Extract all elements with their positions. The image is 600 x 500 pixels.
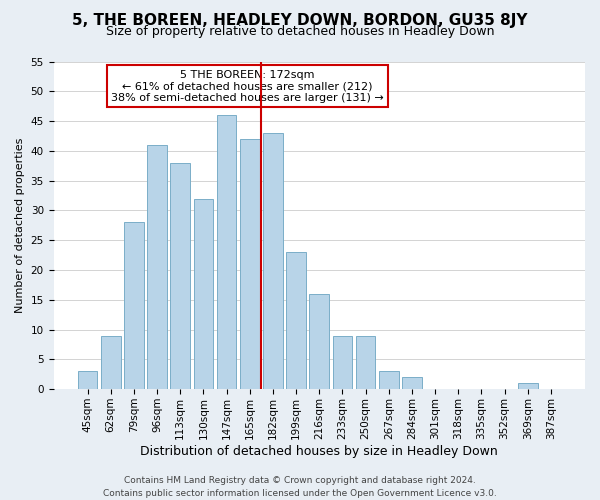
Bar	[263, 133, 283, 389]
Text: Size of property relative to detached houses in Headley Down: Size of property relative to detached ho…	[106, 25, 494, 38]
Bar	[356, 336, 376, 389]
Bar	[379, 372, 398, 389]
Bar	[147, 145, 167, 389]
Text: Contains HM Land Registry data © Crown copyright and database right 2024.
Contai: Contains HM Land Registry data © Crown c…	[103, 476, 497, 498]
Bar	[240, 139, 260, 389]
Text: 5 THE BOREEN: 172sqm
← 61% of detached houses are smaller (212)
38% of semi-deta: 5 THE BOREEN: 172sqm ← 61% of detached h…	[111, 70, 384, 103]
Bar	[402, 378, 422, 389]
Bar	[194, 198, 213, 389]
Bar	[101, 336, 121, 389]
Bar	[286, 252, 306, 389]
Bar	[217, 115, 236, 389]
Bar	[77, 372, 97, 389]
Bar	[170, 163, 190, 389]
Bar	[310, 294, 329, 389]
X-axis label: Distribution of detached houses by size in Headley Down: Distribution of detached houses by size …	[140, 444, 498, 458]
Y-axis label: Number of detached properties: Number of detached properties	[15, 138, 25, 313]
Text: 5, THE BOREEN, HEADLEY DOWN, BORDON, GU35 8JY: 5, THE BOREEN, HEADLEY DOWN, BORDON, GU3…	[72, 12, 528, 28]
Bar	[124, 222, 144, 389]
Bar	[518, 383, 538, 389]
Bar	[332, 336, 352, 389]
